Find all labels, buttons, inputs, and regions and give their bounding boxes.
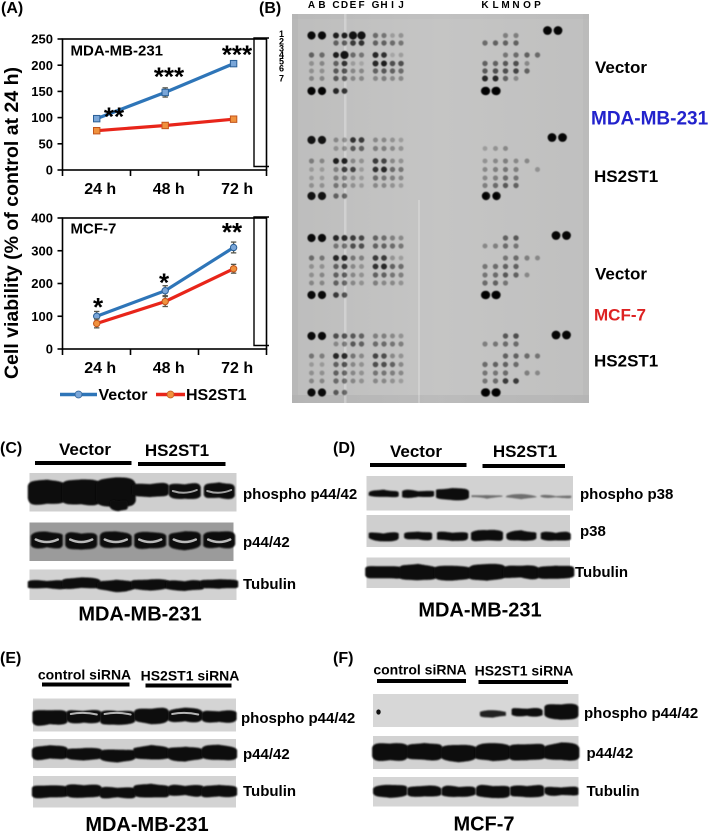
- svg-text:72 h: 72 h: [221, 360, 253, 377]
- svg-text:MDA-MB-231: MDA-MB-231: [418, 600, 541, 622]
- svg-text:MCF-7: MCF-7: [453, 814, 514, 833]
- svg-text:(F): (F): [333, 650, 353, 667]
- svg-text:phospho p38: phospho p38: [580, 486, 673, 503]
- svg-text:24 h: 24 h: [84, 181, 116, 198]
- svg-text:*: *: [159, 268, 170, 298]
- svg-text:200: 200: [31, 276, 53, 291]
- svg-text:100: 100: [31, 110, 53, 125]
- svg-text:J: J: [398, 0, 404, 11]
- svg-text:phospho p44/42: phospho p44/42: [584, 705, 698, 722]
- svg-text:(B): (B): [259, 0, 281, 17]
- svg-text:Cell viability (% of control a: Cell viability (% of control at 24 h): [1, 67, 23, 379]
- svg-text:MDA-MB-231: MDA-MB-231: [591, 109, 709, 130]
- svg-text:2: 2: [279, 37, 284, 47]
- svg-text:D: D: [341, 0, 348, 11]
- svg-text:0: 0: [46, 163, 53, 178]
- svg-text:300: 300: [31, 243, 53, 258]
- svg-text:72 h: 72 h: [221, 181, 253, 198]
- svg-text:B: B: [318, 0, 325, 11]
- svg-text:Vector: Vector: [595, 58, 647, 77]
- svg-text:Tubulin: Tubulin: [587, 783, 640, 800]
- svg-text:5: 5: [279, 57, 284, 67]
- svg-text:200: 200: [31, 58, 53, 73]
- svg-text:p44/42: p44/42: [243, 534, 290, 551]
- svg-text:p44/42: p44/42: [587, 745, 634, 762]
- svg-text:4: 4: [279, 50, 284, 60]
- svg-text:48 h: 48 h: [153, 181, 185, 198]
- svg-text:H: H: [380, 0, 387, 11]
- svg-text:150: 150: [31, 84, 53, 99]
- svg-text:HS2ST1: HS2ST1: [145, 441, 209, 460]
- svg-text:100: 100: [31, 309, 53, 324]
- svg-text:Vector: Vector: [99, 387, 148, 404]
- svg-text:*: *: [93, 292, 104, 322]
- svg-text:MDA-MB-231: MDA-MB-231: [78, 604, 201, 626]
- svg-text:0: 0: [46, 342, 53, 357]
- svg-text:P: P: [534, 0, 541, 11]
- svg-text:I: I: [391, 0, 394, 11]
- svg-text:24 h: 24 h: [84, 360, 116, 377]
- svg-text:Vector: Vector: [390, 442, 442, 461]
- svg-text:**: **: [222, 217, 243, 247]
- svg-text:G: G: [372, 0, 380, 11]
- svg-text:MDA-MB-231: MDA-MB-231: [71, 43, 164, 60]
- svg-text:Tubulin: Tubulin: [243, 576, 296, 593]
- svg-text:50: 50: [39, 136, 53, 151]
- svg-text:C: C: [332, 0, 339, 11]
- svg-text:Vector: Vector: [59, 440, 111, 459]
- svg-text:HS2ST1 siRNA: HS2ST1 siRNA: [475, 663, 574, 679]
- svg-text:Tubulin: Tubulin: [575, 564, 628, 581]
- svg-text:L: L: [492, 0, 498, 11]
- svg-text:K: K: [481, 0, 489, 11]
- svg-text:phospho p44/42: phospho p44/42: [241, 710, 355, 727]
- svg-text:400: 400: [31, 211, 53, 226]
- svg-text:3: 3: [279, 44, 284, 54]
- svg-text:Vector: Vector: [595, 265, 647, 284]
- svg-text:A: A: [308, 0, 315, 11]
- svg-text:E: E: [350, 0, 357, 11]
- svg-text:HS2ST1: HS2ST1: [594, 167, 658, 186]
- svg-text:M: M: [501, 0, 509, 11]
- svg-text:(E): (E): [0, 650, 21, 667]
- svg-text:***: ***: [154, 62, 185, 92]
- svg-text:HS2ST1 siRNA: HS2ST1 siRNA: [141, 668, 240, 684]
- svg-text:F: F: [358, 0, 364, 11]
- svg-text:7: 7: [279, 74, 284, 84]
- svg-text:phospho p44/42: phospho p44/42: [243, 486, 357, 503]
- svg-text:**: **: [104, 102, 125, 132]
- svg-text:HS2ST1: HS2ST1: [186, 387, 247, 404]
- svg-text:HS2ST1: HS2ST1: [493, 442, 557, 461]
- svg-text:6: 6: [279, 64, 284, 74]
- svg-text:control siRNA: control siRNA: [373, 662, 466, 678]
- svg-text:p44/42: p44/42: [243, 746, 290, 763]
- svg-text:(A): (A): [1, 0, 23, 17]
- svg-text:(D): (D): [333, 440, 355, 457]
- svg-text:MCF-7: MCF-7: [594, 306, 646, 325]
- svg-text:HS2ST1: HS2ST1: [594, 352, 658, 371]
- svg-text:***: ***: [222, 40, 253, 70]
- svg-text:Tubulin: Tubulin: [243, 783, 296, 800]
- svg-text:p38: p38: [580, 523, 606, 540]
- svg-text:MCF-7: MCF-7: [71, 221, 117, 238]
- svg-text:(C): (C): [0, 440, 22, 457]
- svg-text:N: N: [512, 0, 519, 11]
- svg-text:250: 250: [31, 32, 53, 47]
- svg-text:1: 1: [279, 29, 284, 39]
- svg-text:48 h: 48 h: [153, 360, 185, 377]
- svg-text:control siRNA: control siRNA: [38, 667, 131, 683]
- svg-text:MDA-MB-231: MDA-MB-231: [85, 814, 208, 833]
- svg-text:O: O: [523, 0, 531, 11]
